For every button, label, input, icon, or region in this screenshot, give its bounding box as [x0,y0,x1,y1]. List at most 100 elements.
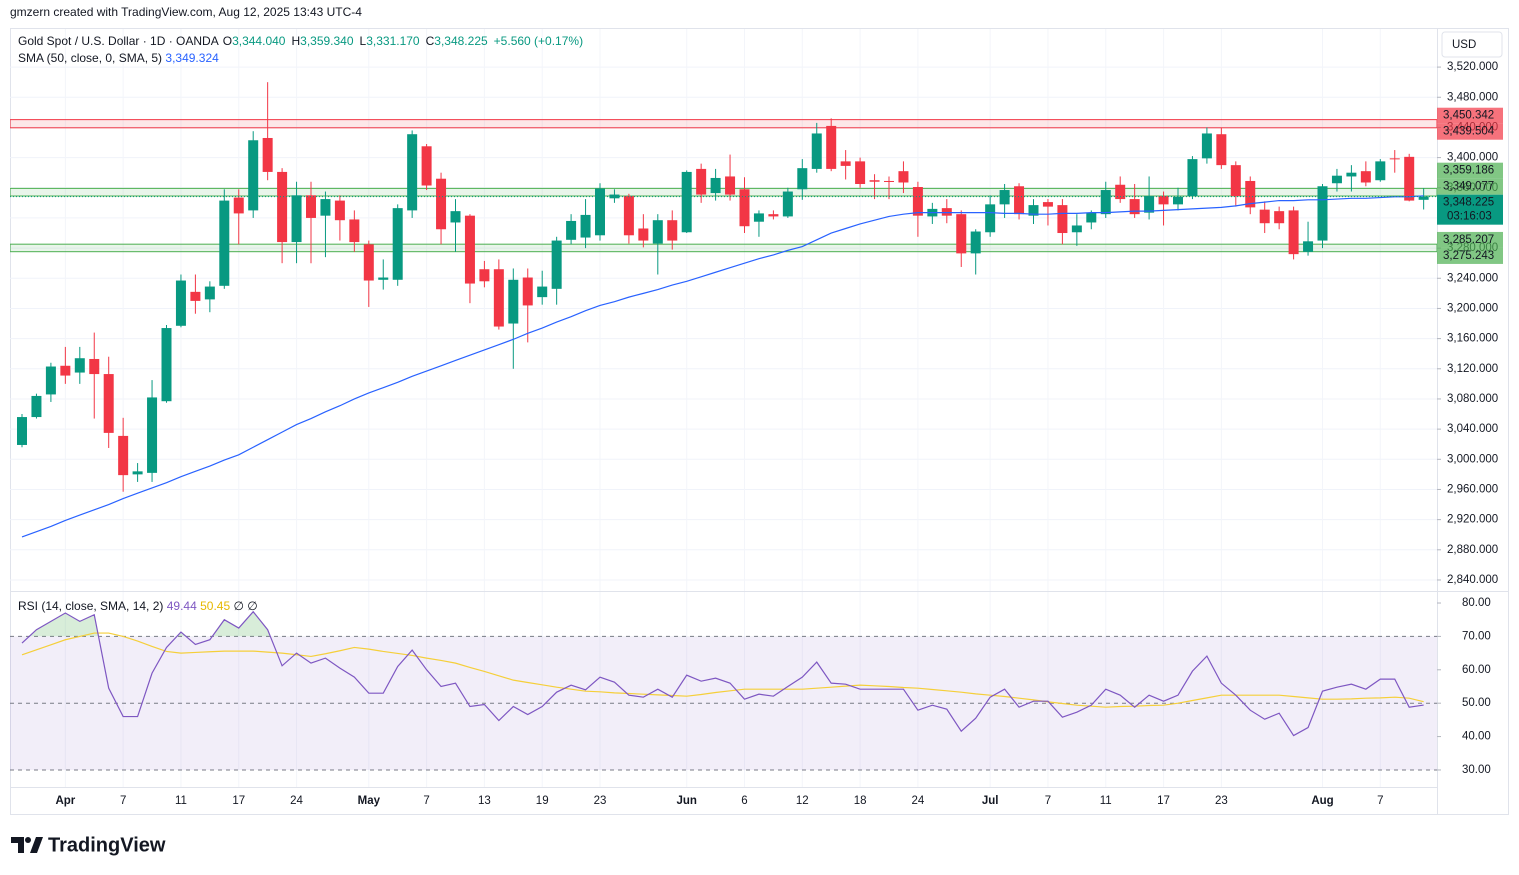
candle-body [175,280,186,326]
candle-body [1245,180,1256,208]
zone [10,187,1437,197]
candle-body [1187,159,1198,197]
attribution: gmzern created with TradingView.com, Aug… [10,5,362,19]
candles [10,82,1437,538]
legend-sma: SMA (50, close, 0, SMA, 5) 3,349.324 [18,51,219,65]
candle-body [1028,205,1039,216]
candle-body [1042,202,1053,207]
price-label-bg [1437,123,1503,140]
y-tick-label: 2,880.000 [1447,544,1498,556]
x-tick-label: 7 [423,795,429,807]
change: +5.560 (+0.17%) [494,34,583,48]
logo-mark [30,837,43,853]
candle-body [1274,211,1285,224]
candle-body [1317,186,1328,241]
candle-body [464,215,475,284]
candle-body [103,374,114,433]
x-tick-label: 17 [1157,795,1170,807]
y-tick-label: 30.00 [1462,764,1491,776]
candle-body [1014,186,1025,215]
x-tick-label: 7 [1045,795,1051,807]
candle-body [566,220,577,240]
last-price-bg [1437,194,1503,225]
y-tick-label: 3,160.000 [1447,333,1498,345]
candle-body [334,200,345,221]
candle-body [797,168,808,190]
candle-body [999,190,1010,205]
y-tick-label: 3,400.000 [1447,152,1498,164]
candle-body [1303,241,1314,252]
y-tick-label: 3,000.000 [1447,453,1498,465]
currency-box [1441,31,1503,58]
candle-body [782,191,793,217]
legend-main: Gold Spot / U.S. Dollar · 1D · OANDA O3,3… [18,34,583,48]
candle-body [739,189,750,227]
candle-body [436,178,447,230]
candle-body [493,269,504,327]
candle-body [970,231,981,254]
candle-body [1129,199,1140,215]
y-tick-label: 50.00 [1462,697,1491,709]
price-label: 3,349.077 [1443,181,1494,193]
candle-body [74,358,85,373]
y-tick-label: 3,040.000 [1447,423,1498,435]
candle-body [725,176,736,195]
ohlc-value: 3,348.225 [434,34,488,48]
candle-body [219,200,230,286]
candle-body [855,161,866,184]
price-label-bg [1437,178,1503,195]
candle-body [450,211,461,223]
candle-body [1115,184,1126,200]
x-tick-label: Jul [982,795,999,807]
candle-body [1173,196,1183,205]
candle-body [522,277,533,306]
price-label-bg [1437,247,1503,264]
candle-body [1216,134,1227,166]
y-tick-label: 3,120.000 [1447,363,1498,375]
candle-body [17,417,27,445]
y-tick-label: 40.00 [1462,731,1491,743]
candle-body [941,208,952,216]
zones [10,119,1437,253]
price-label: 3,450.342 [1443,110,1494,122]
candle-body [1071,225,1082,233]
candle-body [1418,196,1429,200]
rsi-sma-line [21,632,1424,708]
y-tick-label: 3,200.000 [1447,302,1498,314]
ohlc-key: C [426,34,435,48]
candle-body [1389,158,1400,160]
last-price-label: 3,348.225 [1443,197,1494,209]
candle-body [204,286,215,300]
candle-body [667,220,678,241]
x-tick-label: 11 [1100,795,1112,807]
logo-mark [11,837,24,853]
candle-body [248,140,259,211]
candle-body [363,244,374,281]
candle-body [768,214,779,217]
rsi-sma-value: 50.45 [200,599,230,613]
candle-body [956,214,967,254]
candle-body [1375,161,1386,181]
candle-body [551,240,562,289]
x-tick-label: 7 [1377,795,1383,807]
y-tick-label: 60.00 [1462,664,1491,676]
candle-body [132,471,143,475]
x-tick-label: 19 [536,795,549,807]
rsi-extra: ∅ [247,599,257,613]
candle-body [31,395,42,418]
x-tick-label: 18 [854,795,867,807]
candle-body [190,291,201,301]
candle-body [1100,190,1111,215]
candle-body [580,214,591,238]
candle-body [1331,175,1342,184]
rsi-line [21,610,1424,737]
candle-body [696,168,707,195]
candle-body [277,171,288,243]
x-tick-label: 24 [912,795,925,807]
candle-body [262,137,273,172]
candle-body [45,366,56,395]
candle-body [60,365,71,376]
legend-rsi: RSI (14, close, SMA, 14, 2) 49.44 50.45 … [18,599,258,613]
